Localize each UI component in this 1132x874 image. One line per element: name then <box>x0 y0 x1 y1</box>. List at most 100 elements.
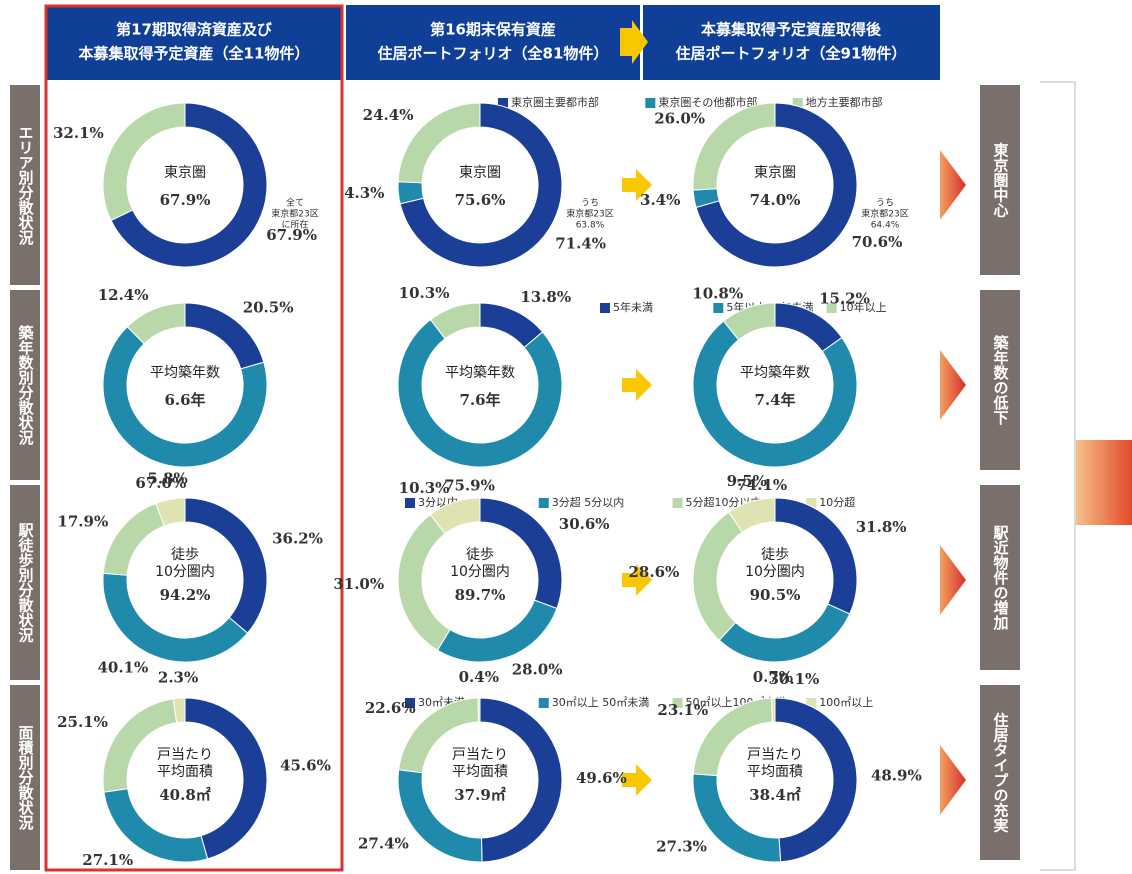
conclusion: 駅近物件の増加 <box>992 525 1010 631</box>
value-label: 15.2% <box>819 290 870 308</box>
annotation: 東京都23区 <box>566 208 613 220</box>
center-label: 戸当たり <box>747 747 803 763</box>
donut-segment <box>477 697 481 723</box>
legend-swatch <box>498 98 508 108</box>
value-label: 36.2% <box>272 530 323 548</box>
legend-swatch <box>672 498 683 508</box>
value-label: 30.6% <box>559 515 610 533</box>
row-label: 築年数別分散状況 <box>17 324 35 446</box>
center-label: 平均面積 <box>747 764 803 780</box>
annotation: うち <box>581 198 599 209</box>
center-label: 平均築年数 <box>445 365 515 381</box>
transition-arrow <box>622 369 652 401</box>
donut-segment <box>429 497 481 535</box>
value-label: 28.0% <box>512 661 563 679</box>
row-label: エリア別分散状況 <box>17 125 35 246</box>
donut-segment <box>397 513 451 651</box>
column-header: 第16期末保有資産 <box>430 21 556 39</box>
header-arrow <box>620 20 648 64</box>
value-label: 70.6% <box>852 233 903 251</box>
center-value: 89.7% <box>455 586 506 604</box>
column-header: 本募集取得予定資産取得後 <box>701 21 882 39</box>
value-label: 3.4% <box>640 191 680 209</box>
donut-segment <box>728 497 776 533</box>
donut-segment <box>692 511 744 641</box>
donut-segment <box>436 599 558 663</box>
conclusion-bg <box>980 85 1020 275</box>
center-value: 75.6% <box>455 191 506 209</box>
column-header: 住居ポートフォリオ（全91物件） <box>676 45 907 63</box>
value-label: 4.3% <box>344 184 384 202</box>
donut-segment <box>770 697 776 723</box>
center-label: 平均面積 <box>157 764 213 780</box>
value-label: 75.9% <box>444 476 495 494</box>
center-label: 東京圏 <box>164 165 206 181</box>
row-label-bg <box>10 485 40 680</box>
annotation: 63.8% <box>576 221 605 231</box>
value-label: 31.0% <box>333 575 384 593</box>
center-value: 37.9㎡ <box>454 786 506 804</box>
annotation: うち <box>876 198 894 209</box>
donut-segment <box>774 697 858 863</box>
row-label: 面積別分散状況 <box>17 725 35 831</box>
value-label: 74.1% <box>736 476 787 494</box>
donut-segment <box>718 603 851 663</box>
column-header: 住居ポートフォリオ（全81物件） <box>378 45 609 63</box>
row-label-bg <box>10 290 40 480</box>
center-label: 徒歩 <box>171 547 199 563</box>
legend-swatch <box>538 698 549 708</box>
legend-label: 東京圏その他都市部 <box>658 95 757 109</box>
bracket-arrow <box>1076 440 1132 525</box>
legend-label: 地方主要都市部 <box>806 95 883 109</box>
transition-arrow <box>622 564 652 596</box>
annotation: に所在 <box>281 219 308 231</box>
legend-swatch <box>826 303 837 313</box>
value-label: 23.1% <box>657 701 708 719</box>
trend-arrow <box>940 745 966 815</box>
conclusion-bg <box>980 685 1020 860</box>
donut-segment <box>397 769 483 863</box>
value-label: 10.8% <box>692 284 743 302</box>
donut-segment <box>479 697 563 863</box>
row-label-bg <box>10 85 40 285</box>
header-bg <box>643 5 940 80</box>
center-label: 東京圏 <box>459 165 501 181</box>
value-label: 67.9% <box>266 226 317 244</box>
annotation: 全て <box>286 197 304 209</box>
value-label: 30.1% <box>768 670 819 688</box>
column-header: 本募集取得予定資産（全11物件） <box>79 45 310 63</box>
center-value: 94.2% <box>160 586 211 604</box>
center-label: 徒歩 <box>761 547 789 563</box>
donut-segment <box>722 302 776 341</box>
header-bg <box>45 5 343 80</box>
legend-swatch <box>792 98 803 108</box>
legend-swatch <box>405 698 415 708</box>
legend-swatch <box>645 98 656 108</box>
annotation: 東京都23区 <box>861 208 908 220</box>
center-label: 10分圏内 <box>155 564 215 580</box>
legend-label: 3分超 5分以内 <box>552 495 625 509</box>
value-label: 24.4% <box>363 106 414 124</box>
legend-label: 東京圏主要都市部 <box>511 95 599 109</box>
value-label: 71.4% <box>555 235 606 253</box>
donut-segment <box>172 697 186 724</box>
donut-segment <box>692 102 776 191</box>
value-label: 10.3% <box>399 479 450 497</box>
value-label: 45.6% <box>280 757 331 775</box>
value-label: 32.1% <box>53 124 104 142</box>
transition-arrow <box>622 764 652 796</box>
value-label: 17.9% <box>57 512 108 530</box>
value-label: 10.3% <box>399 284 450 302</box>
value-label: 0.7% <box>753 668 793 686</box>
legend-label: 10分超 <box>819 495 855 509</box>
center-value: 6.6年 <box>164 391 205 409</box>
center-label: 徒歩 <box>466 547 494 563</box>
donut-segment <box>102 102 186 222</box>
legend-swatch <box>713 303 724 313</box>
center-label: 戸当たり <box>452 747 508 763</box>
center-value: 40.8㎡ <box>159 786 211 804</box>
value-label: 13.8% <box>520 288 571 306</box>
center-label: 10分圏内 <box>450 564 510 580</box>
legend-swatch <box>538 498 549 508</box>
value-label: 22.6% <box>365 699 416 717</box>
